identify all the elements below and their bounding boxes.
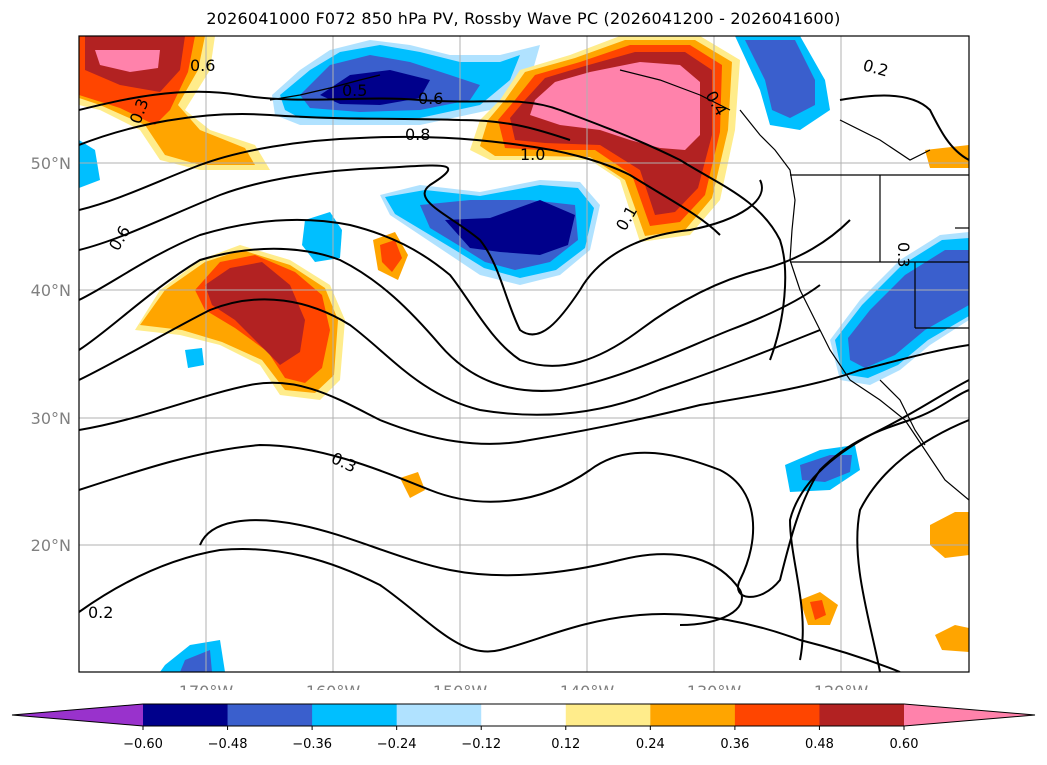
contour-label: 1.0 bbox=[520, 145, 545, 164]
colorbar-segment bbox=[650, 704, 736, 726]
map-frame bbox=[78, 35, 970, 673]
negative-anomaly-small-west bbox=[302, 212, 342, 262]
colorbar-extend-max bbox=[904, 704, 1035, 726]
contour-label: 0.2 bbox=[88, 603, 113, 622]
colorbar-segment bbox=[396, 704, 482, 726]
colorbar-tick-label: 0.60 bbox=[890, 737, 919, 752]
colorbar-tick-label: 0.12 bbox=[551, 737, 580, 752]
colorbar-extend-min bbox=[12, 704, 143, 726]
lat-label-20n: 20°N bbox=[31, 536, 71, 555]
map-title: 2026041000 F072 850 hPa PV, Rossby Wave … bbox=[206, 9, 841, 28]
contour-label: 0.8 bbox=[405, 125, 430, 144]
lon-label-120w: 120°W bbox=[814, 682, 869, 690]
lon-label-140w: 140°W bbox=[560, 682, 615, 690]
colorbar-segment bbox=[734, 704, 820, 726]
colorbar-segment bbox=[819, 704, 905, 726]
colorbar-segment bbox=[143, 704, 229, 726]
contour-label: 0.3 bbox=[894, 242, 913, 267]
colorbar-tick-label: −0.60 bbox=[123, 737, 163, 752]
colorbar-segment bbox=[565, 704, 651, 726]
lat-label-40n: 40°N bbox=[31, 281, 71, 300]
colorbar-tick-label: −0.12 bbox=[461, 737, 501, 752]
lat-label-30n: 30°N bbox=[31, 409, 71, 428]
colorbar-tick-label: 0.36 bbox=[720, 737, 749, 752]
contour-label: 0.6 bbox=[418, 89, 443, 108]
colorbar-tick-label: 0.48 bbox=[805, 737, 834, 752]
colorbar-tick-label: −0.36 bbox=[292, 737, 332, 752]
lon-label-150w: 150°W bbox=[433, 682, 488, 690]
pv-contours bbox=[79, 90, 969, 672]
colorbar-outline bbox=[11, 703, 1036, 727]
positive-anomaly-mexico bbox=[930, 512, 969, 558]
contour-label: 0.6 bbox=[190, 56, 215, 75]
lon-label-130w: 130°W bbox=[687, 682, 742, 690]
colorbar-segment bbox=[227, 704, 313, 726]
pv-map: 0.6 0.5 0.6 0.8 1.0 0.2 0.6 0.3 0.3 0.2 … bbox=[31, 35, 970, 690]
colorbar-segment bbox=[481, 704, 567, 726]
colorbar-tick-label: −0.24 bbox=[377, 737, 417, 752]
coastlines bbox=[269, 69, 969, 501]
colorbar-tick-label: 0.24 bbox=[636, 737, 665, 752]
contour-label: 0.5 bbox=[342, 81, 367, 100]
colorbar-segment bbox=[312, 704, 398, 726]
lon-label-170w: 170°W bbox=[179, 682, 234, 690]
colorbar-tick-label: −0.48 bbox=[208, 737, 248, 752]
lon-label-160w: 160°W bbox=[306, 682, 361, 690]
lat-label-50n: 50°N bbox=[31, 154, 71, 173]
